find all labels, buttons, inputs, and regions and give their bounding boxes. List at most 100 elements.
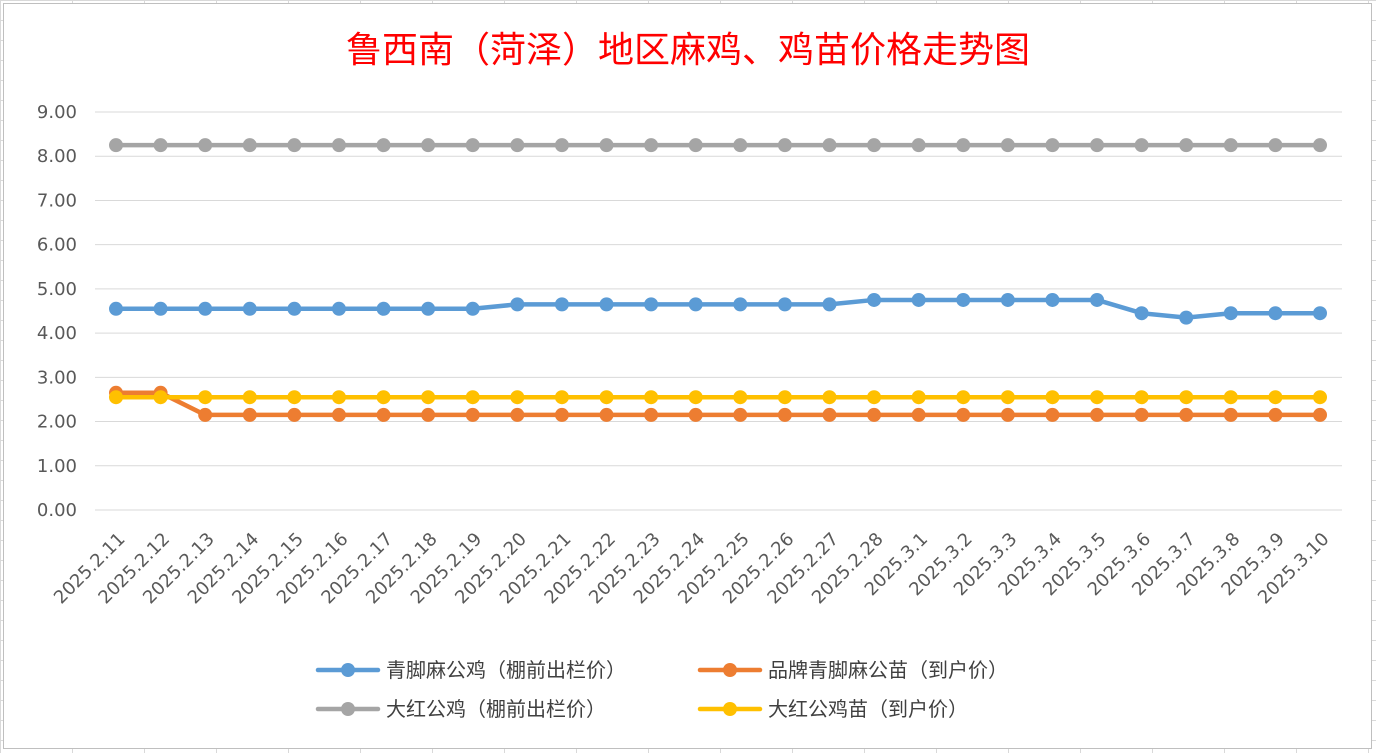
legend-label: 大红公鸡苗（到户价） xyxy=(768,697,968,721)
chart-area[interactable] xyxy=(3,3,1372,749)
data-point xyxy=(376,301,391,316)
chart-title: 鲁西南（菏泽）地区麻鸡、鸡苗价格走势图 xyxy=(346,30,1030,71)
data-point xyxy=(1000,390,1015,405)
data-point xyxy=(822,138,837,153)
data-point xyxy=(242,390,257,405)
data-point xyxy=(421,138,436,153)
data-point xyxy=(822,407,837,422)
legend-swatch-marker xyxy=(723,702,737,716)
data-point xyxy=(733,390,748,405)
data-point xyxy=(510,407,525,422)
data-point xyxy=(331,138,346,153)
data-point xyxy=(911,390,926,405)
data-point xyxy=(1090,292,1105,307)
data-point xyxy=(109,301,123,316)
data-point xyxy=(421,301,436,316)
data-point xyxy=(242,407,257,422)
data-point xyxy=(465,407,480,422)
data-point xyxy=(109,138,123,153)
data-point xyxy=(421,390,436,405)
y-tick-label: 2.00 xyxy=(37,412,77,433)
data-point xyxy=(376,390,391,405)
y-tick-label: 9.00 xyxy=(37,102,77,123)
data-point xyxy=(510,138,525,153)
data-point xyxy=(1134,306,1149,321)
data-point xyxy=(554,390,569,405)
data-point xyxy=(688,138,703,153)
data-point xyxy=(198,390,213,405)
data-point xyxy=(1223,306,1238,321)
data-point xyxy=(554,297,569,312)
data-point xyxy=(109,390,123,405)
data-point xyxy=(153,390,168,405)
data-point xyxy=(1045,390,1060,405)
y-tick-label: 5.00 xyxy=(37,279,77,300)
data-point xyxy=(287,390,302,405)
data-point xyxy=(1313,390,1327,405)
data-point xyxy=(599,390,614,405)
data-point xyxy=(867,390,882,405)
data-point xyxy=(956,292,971,307)
gridlines xyxy=(95,111,1342,511)
legend: 青脚麻公鸡（棚前出栏价） 品牌青脚麻公苗（到户价） 大红公鸡（棚前出栏价） 大红公鸡苗… xyxy=(315,658,1008,721)
data-point xyxy=(1223,138,1238,153)
data-point xyxy=(599,138,614,153)
y-tick-label: 1.00 xyxy=(37,456,77,477)
data-point xyxy=(867,292,882,307)
data-point xyxy=(644,297,659,312)
data-point xyxy=(1045,407,1060,422)
data-point xyxy=(599,297,614,312)
x-axis-ticks: 2025.2.112025.2.122025.2.132025.2.142025… xyxy=(50,529,1334,609)
data-point xyxy=(733,297,748,312)
data-point xyxy=(956,407,971,422)
y-tick-label: 3.00 xyxy=(37,367,77,388)
legend-item: 青脚麻公鸡（棚前出栏价） xyxy=(315,658,626,682)
data-point xyxy=(153,301,168,316)
data-point xyxy=(376,138,391,153)
data-point xyxy=(1045,138,1060,153)
series-line xyxy=(113,390,1323,418)
data-point xyxy=(1268,306,1283,321)
data-point xyxy=(465,390,480,405)
data-point xyxy=(331,407,346,422)
data-point xyxy=(510,297,525,312)
data-point xyxy=(1179,407,1194,422)
data-point xyxy=(1000,292,1015,307)
data-point xyxy=(1313,407,1327,422)
data-point xyxy=(688,390,703,405)
data-point xyxy=(867,407,882,422)
data-point xyxy=(465,301,480,316)
data-point xyxy=(644,138,659,153)
data-point xyxy=(331,390,346,405)
data-point xyxy=(242,138,257,153)
data-point xyxy=(287,301,302,316)
data-point xyxy=(1134,390,1149,405)
data-point xyxy=(465,138,480,153)
data-point xyxy=(242,301,257,316)
data-point xyxy=(1045,292,1060,307)
data-point xyxy=(287,407,302,422)
data-point xyxy=(911,407,926,422)
data-point xyxy=(822,390,837,405)
data-point xyxy=(822,297,837,312)
data-point xyxy=(777,138,792,153)
data-point xyxy=(331,301,346,316)
data-point xyxy=(1134,407,1149,422)
data-point xyxy=(777,297,792,312)
data-point xyxy=(1000,138,1015,153)
data-point xyxy=(1268,407,1283,422)
series-line xyxy=(113,297,1323,320)
data-point xyxy=(688,297,703,312)
legend-item: 品牌青脚麻公苗（到户价） xyxy=(697,658,1008,682)
y-tick-label: 7.00 xyxy=(37,190,77,211)
data-point xyxy=(1134,138,1149,153)
data-point xyxy=(777,390,792,405)
data-point xyxy=(599,407,614,422)
data-point xyxy=(510,390,525,405)
legend-swatch-marker xyxy=(723,663,737,677)
data-point xyxy=(911,138,926,153)
data-point xyxy=(644,390,659,405)
data-point xyxy=(1000,407,1015,422)
data-point xyxy=(198,407,213,422)
